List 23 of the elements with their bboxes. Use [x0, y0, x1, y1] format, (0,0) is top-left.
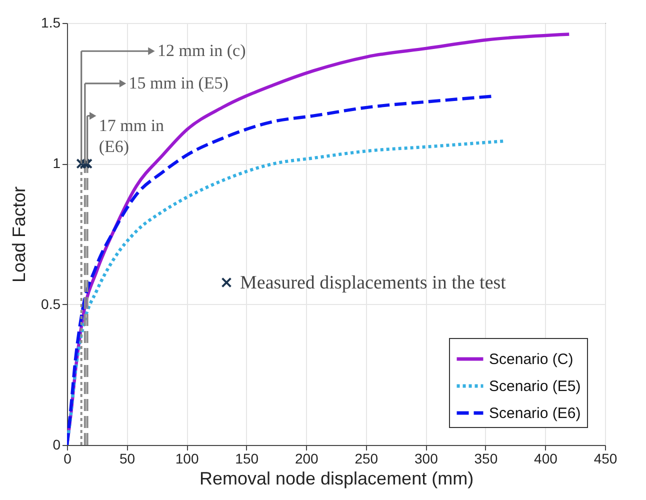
x-tick-label: 200: [294, 450, 319, 466]
x-tick-label: 350: [474, 450, 498, 466]
annotation: 15 mm in (E5): [128, 73, 228, 92]
y-tick-label: 1.5: [41, 14, 61, 30]
annotation: 17 mm in (E6): [98, 116, 165, 156]
x-tick-label: 50: [119, 450, 136, 466]
x-tick-label: 250: [354, 450, 378, 466]
y-tick-label: 0: [52, 436, 61, 452]
legend-label: Measured displacements in the test: [240, 272, 507, 294]
x-tick-label: 150: [235, 450, 259, 466]
annotation: 12 mm in (c): [157, 41, 246, 60]
legend-label: Scenario (E5): [489, 378, 581, 395]
y-axis-title: Load Factor: [9, 186, 30, 283]
legend-label: Scenario (E6): [489, 405, 581, 422]
x-tick-label: 450: [594, 450, 618, 466]
x-tick-label: 0: [64, 450, 72, 466]
x-tick-label: 300: [414, 450, 438, 466]
x-axis-title: Removal node displacement (mm): [199, 468, 474, 488]
y-tick-label: 1: [52, 155, 61, 172]
x-tick-label: 400: [534, 450, 558, 466]
legend-label: Scenario (C): [489, 351, 574, 368]
x-tick-label: 100: [175, 450, 199, 466]
y-tick-label: 0.5: [41, 296, 61, 312]
